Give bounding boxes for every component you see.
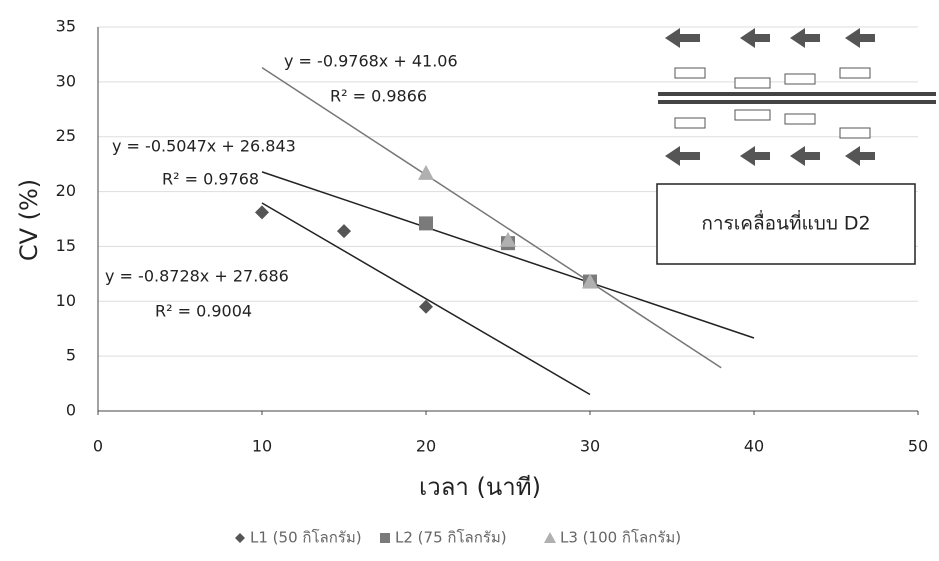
page: {"chart_data": {"type": "scatter", "x_la… xyxy=(0,0,939,561)
trend-r2: R² = 0.9004 xyxy=(155,302,252,321)
legend-label: L2 (75 กิโลกรัม) xyxy=(395,529,507,547)
y-tick-label: 5 xyxy=(66,346,76,365)
trend-r2: R² = 0.9866 xyxy=(330,87,427,106)
diagram-icon xyxy=(658,28,936,166)
y-tick-label: 35 xyxy=(56,17,76,36)
trendline xyxy=(262,203,590,395)
point xyxy=(419,216,433,230)
y-tick-label: 10 xyxy=(56,291,76,310)
chart: CV (%) เวลา (นาที) การเคลื่อนที่แบบ D2 0… xyxy=(0,0,939,561)
trend-equation: y = -0.8728x + 27.686 xyxy=(105,267,289,286)
x-tick-label: 0 xyxy=(93,437,103,456)
point xyxy=(255,205,269,219)
legend-label: L3 (100 กิโลกรัม) xyxy=(560,529,681,547)
x-tick-label: 10 xyxy=(252,437,272,456)
point xyxy=(337,224,351,238)
y-tick-label: 15 xyxy=(56,236,76,255)
legend-item: L2 (75 กิโลกรัม) xyxy=(380,529,507,547)
legend-item: L3 (100 กิโลกรัม) xyxy=(544,529,681,547)
point xyxy=(418,165,434,180)
y-tick-label: 20 xyxy=(56,181,76,200)
y-tick-label: 30 xyxy=(56,71,76,90)
y-tick-label: 0 xyxy=(66,401,76,420)
x-tick-label: 50 xyxy=(908,437,928,456)
point xyxy=(544,532,556,543)
x-axis-title: เวลา (นาที) xyxy=(419,473,541,501)
x-tick-label: 20 xyxy=(416,437,436,456)
y-tick-label: 25 xyxy=(56,126,76,145)
trend-equation: y = -0.5047x + 26.843 xyxy=(112,137,296,156)
y-axis-title: CV (%) xyxy=(15,179,43,261)
trend-equation: y = -0.9768x + 41.06 xyxy=(284,52,458,71)
x-tick-label: 30 xyxy=(580,437,600,456)
point xyxy=(380,533,390,543)
x-tick-label: 40 xyxy=(744,437,764,456)
trendline xyxy=(262,68,721,368)
trend-r2: R² = 0.9768 xyxy=(162,170,259,189)
legend-item: L1 (50 กิโลกรัม) xyxy=(235,529,362,547)
annotation: การเคลื่อนที่แบบ D2 xyxy=(701,210,870,235)
legend-label: L1 (50 กิโลกรัม) xyxy=(250,529,362,547)
point xyxy=(235,533,245,543)
